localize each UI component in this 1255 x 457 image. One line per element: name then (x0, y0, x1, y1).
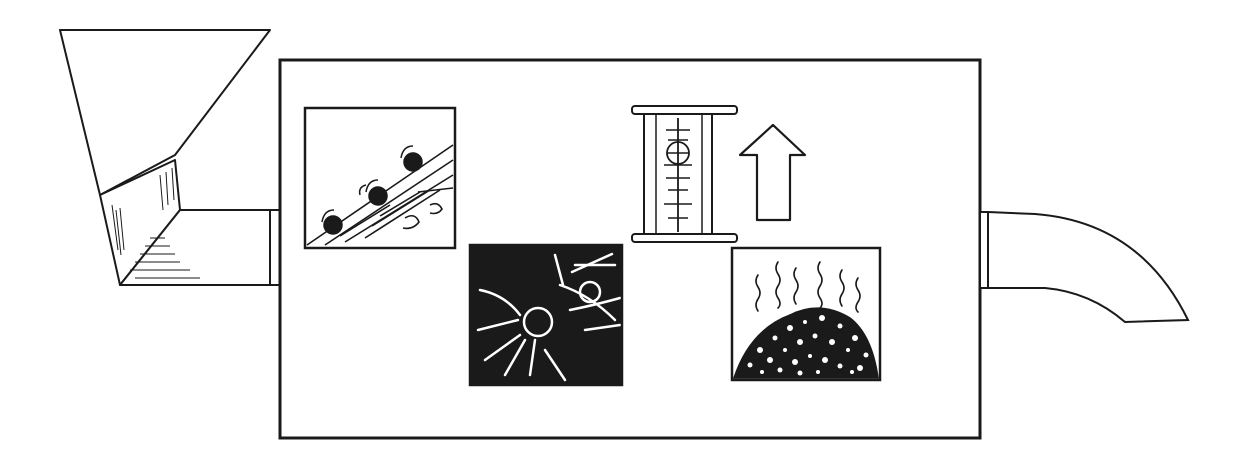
gear-crusher-panel (468, 243, 624, 387)
outlet-spout (979, 210, 1190, 324)
conveyor-panel (303, 106, 457, 250)
separator-panel (631, 105, 738, 243)
heated-pile-panel (730, 246, 882, 382)
feed-hopper (59, 29, 279, 286)
up-arrow-icon (738, 123, 807, 222)
